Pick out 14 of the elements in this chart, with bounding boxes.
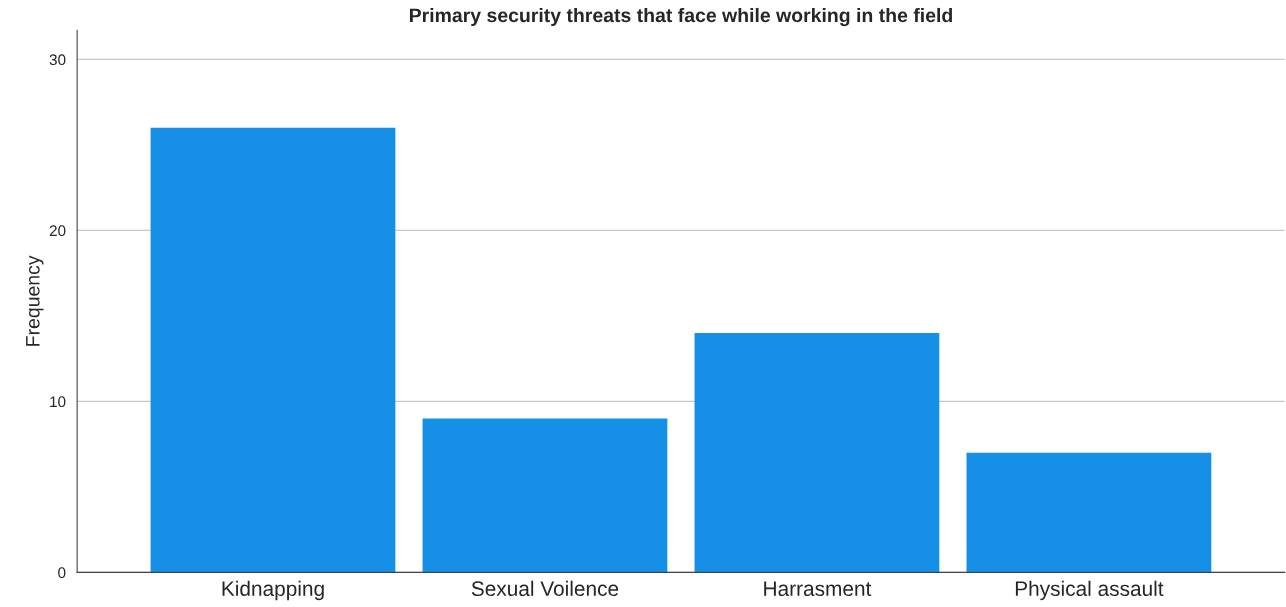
x-tick-label: Sexual Voilence (471, 580, 619, 597)
bar (422, 418, 668, 573)
x-tick-label: Physical assault (1015, 580, 1164, 601)
bar (150, 127, 396, 573)
y-tick-label: 0 (58, 567, 66, 579)
y-tick-label: 10 (50, 396, 66, 408)
y-axis-title: Frequency (26, 255, 44, 346)
y-tick-label: 30 (49, 54, 66, 66)
chart-title: Primary security threats that face while working in the field (409, 7, 952, 27)
x-tick-label: Kidnapping (222, 580, 324, 601)
bar (694, 333, 940, 573)
x-tick-label: Harrasment (764, 581, 872, 597)
bar (966, 452, 1212, 573)
y-tick-label: 20 (49, 225, 66, 237)
